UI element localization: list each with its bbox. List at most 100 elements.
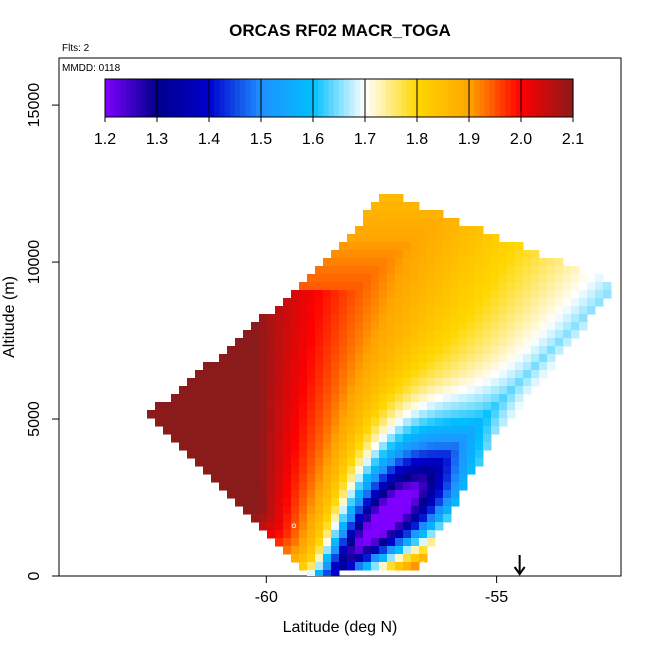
heatmap-cell: [291, 434, 300, 443]
heatmap-cell: [331, 322, 340, 331]
heatmap-cell: [267, 434, 276, 443]
heatmap-cell: [515, 266, 524, 275]
heatmap-cell: [475, 402, 484, 411]
heatmap-cell: [395, 554, 404, 563]
heatmap-cell: [227, 490, 236, 499]
heatmap-cell: [419, 546, 428, 555]
colorbar-swatch: [443, 79, 449, 117]
colorbar-swatch: [489, 79, 496, 117]
heatmap-cell: [203, 402, 212, 411]
heatmap-cell: [323, 330, 332, 339]
heatmap-cell: [419, 498, 428, 507]
heatmap-cell: [331, 362, 340, 371]
heatmap-cell: [459, 226, 468, 235]
heatmap-cell: [435, 346, 444, 355]
heatmap-cell: [363, 322, 372, 331]
heatmap-cell: [339, 354, 348, 363]
heatmap-cell: [227, 466, 236, 475]
heatmap-cell: [435, 242, 444, 251]
heatmap-cell: [451, 354, 460, 363]
colorbar-swatch: [125, 79, 132, 117]
heatmap-cell: [323, 402, 332, 411]
heatmap-cell: [315, 522, 324, 531]
heatmap-cell: [411, 386, 420, 395]
heatmap-cell: [299, 514, 308, 523]
heatmap-cell: [475, 442, 484, 451]
heatmap-cell: [203, 370, 212, 379]
heatmap-cell: [411, 298, 420, 307]
heatmap-cell: [283, 386, 292, 395]
heatmap-cell: [451, 338, 460, 347]
heatmap-cell: [419, 426, 428, 435]
heatmap-cell: [403, 394, 412, 403]
heatmap-cell: [291, 442, 300, 451]
x-tick-label: -60: [255, 589, 278, 606]
heatmap-cell: [411, 538, 420, 547]
heatmap-cell: [267, 482, 276, 491]
heatmap-cell: [251, 426, 260, 435]
heatmap-cell: [371, 466, 380, 475]
heatmap-cell: [403, 274, 412, 283]
heatmap-cell: [387, 378, 396, 387]
heatmap-cell: [339, 242, 348, 251]
heatmap-cell: [379, 466, 388, 475]
heatmap-cell: [291, 298, 300, 307]
heatmap-cell: [291, 538, 300, 547]
heatmap-cell: [467, 282, 476, 291]
heatmap-cell: [443, 242, 452, 251]
heatmap-cell: [395, 266, 404, 275]
heatmap-cell: [411, 562, 420, 571]
heatmap-cell: [331, 250, 340, 259]
heatmap-cell: [363, 330, 372, 339]
heatmap-cell: [451, 290, 460, 299]
heatmap-cell: [459, 298, 468, 307]
heatmap-cell: [507, 322, 516, 331]
heatmap-cell: [579, 306, 588, 315]
heatmap-cell: [451, 346, 460, 355]
colorbar-tick-label: 1.5: [250, 131, 272, 148]
heatmap-cell: [459, 258, 468, 267]
heatmap-cell: [331, 450, 340, 459]
heatmap-cell: [515, 346, 524, 355]
heatmap-cell: [451, 298, 460, 307]
heatmap-cell: [435, 442, 444, 451]
heatmap-cell: [395, 210, 404, 219]
heatmap-cell: [571, 298, 580, 307]
heatmap-cell: [307, 314, 316, 323]
heatmap-cell: [331, 482, 340, 491]
heatmap-cell: [323, 298, 332, 307]
heatmap-cell: [379, 314, 388, 323]
heatmap-cell: [507, 338, 516, 347]
heatmap-cell: [355, 482, 364, 491]
heatmap-cell: [459, 250, 468, 259]
heatmap-cell: [411, 330, 420, 339]
heatmap-cell: [339, 394, 348, 403]
heatmap-cell: [339, 314, 348, 323]
heatmap-cell: [275, 482, 284, 491]
heatmap-cell: [371, 426, 380, 435]
heatmap-cell: [243, 450, 252, 459]
heatmap-cell: [435, 282, 444, 291]
heatmap-cell: [523, 346, 532, 355]
heatmap-cell: [539, 322, 548, 331]
heatmap-cell: [459, 378, 468, 387]
heatmap-cell: [275, 458, 284, 467]
heatmap-cell: [483, 346, 492, 355]
heatmap-cell: [275, 330, 284, 339]
heatmap-cell: [507, 402, 516, 411]
heatmap-cell: [323, 458, 332, 467]
heatmap-cell: [331, 266, 340, 275]
colorbar-swatch: [136, 79, 142, 117]
heatmap-cell: [363, 514, 372, 523]
heatmap-cell: [187, 378, 196, 387]
heatmap-cell: [395, 474, 404, 483]
heatmap-cell: [515, 322, 524, 331]
heatmap-cell: [467, 450, 476, 459]
heatmap-cell: [211, 402, 220, 411]
heatmap-cell: [387, 330, 396, 339]
heatmap-cell: [443, 274, 452, 283]
heatmap-cell: [427, 442, 436, 451]
chart-title: ORCAS RF02 MACR_TOGA: [229, 21, 451, 40]
heatmap-cell: [547, 338, 556, 347]
heatmap-cell: [411, 346, 420, 355]
